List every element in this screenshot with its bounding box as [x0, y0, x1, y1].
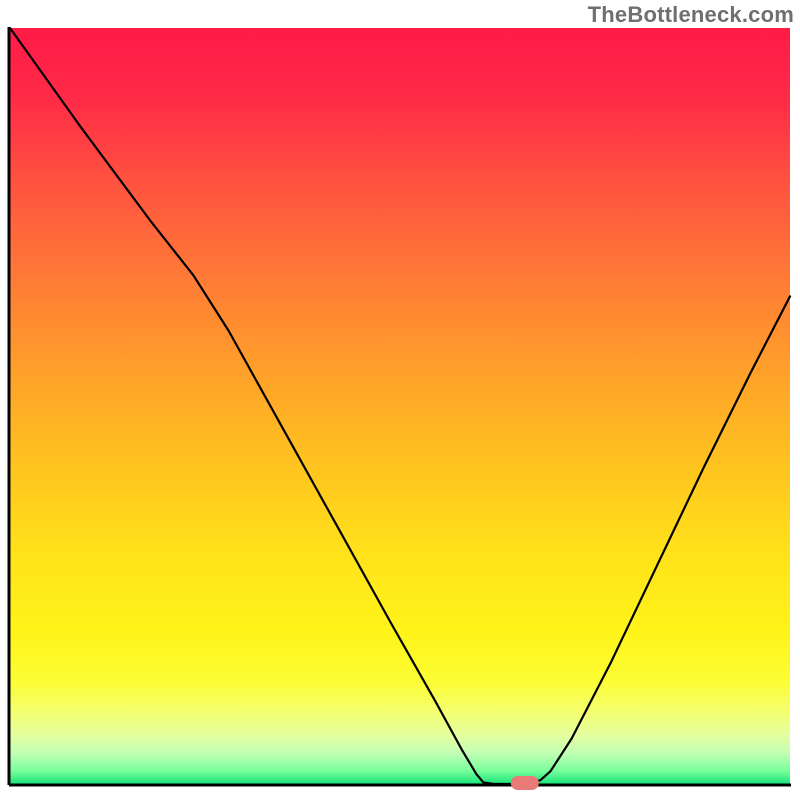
- watermark-text: TheBottleneck.com: [588, 2, 794, 28]
- chart-svg: [0, 0, 800, 800]
- bottleneck-chart: TheBottleneck.com: [0, 0, 800, 800]
- plot-background: [10, 28, 790, 784]
- optimum-marker: [511, 776, 539, 790]
